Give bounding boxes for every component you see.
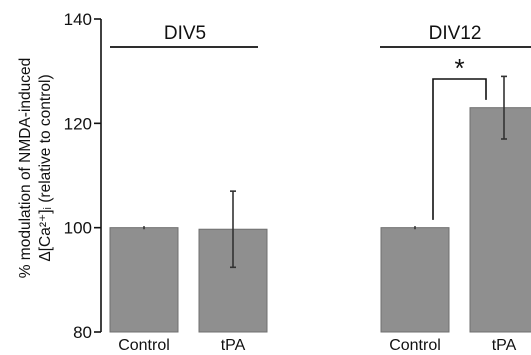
y-axis: 80 100 120 140 xyxy=(64,10,102,342)
y-tick-label-100: 100 xyxy=(64,219,92,238)
significance-bracket xyxy=(432,78,487,220)
significance-star: * xyxy=(454,53,464,83)
y-tick-label-80: 80 xyxy=(73,323,92,342)
bar-DIV12-Control xyxy=(380,227,450,333)
bars xyxy=(109,75,531,333)
group-label-DIV12: DIV12 xyxy=(429,23,482,44)
x-label-DIV5-tPA: tPA xyxy=(221,337,246,354)
x-label-DIV5-Control: Control xyxy=(118,337,170,354)
x-label-DIV12-tPA: tPA xyxy=(492,337,517,354)
bar-DIV12-tPA xyxy=(469,107,531,333)
bar-DIV5-Control xyxy=(109,227,179,333)
y-tick-label-120: 120 xyxy=(64,114,92,133)
y-axis-label-line2: Δ[Ca²⁺]ᵢ (relative to control) xyxy=(37,74,54,261)
y-tick-label-140: 140 xyxy=(64,10,92,29)
x-label-DIV12-Control: Control xyxy=(389,337,441,354)
group-label-DIV5: DIV5 xyxy=(164,23,206,44)
y-axis-label-line1: % modulation of NMDA-induced xyxy=(17,58,34,279)
labels: DIV5 Control tPA DIV12 Control tPA * xyxy=(110,23,531,354)
